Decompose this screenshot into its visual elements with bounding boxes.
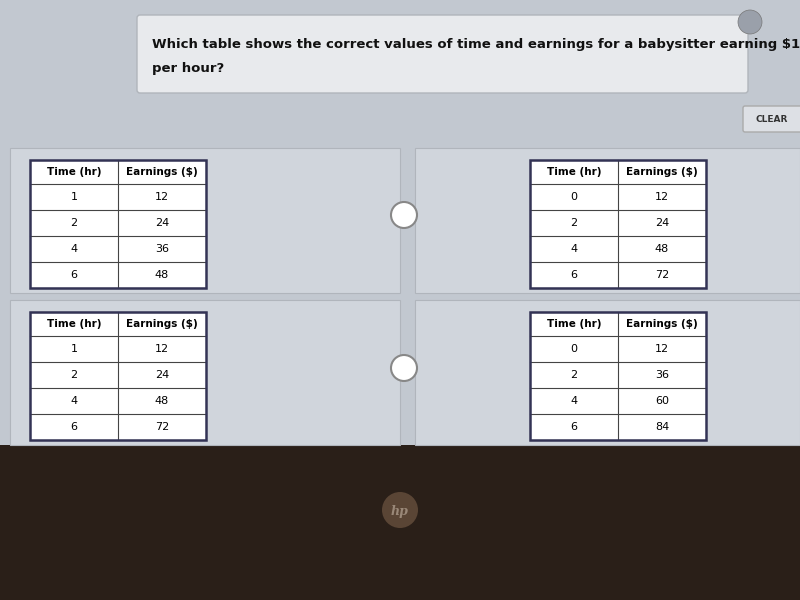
Text: Time (hr): Time (hr) <box>46 319 102 329</box>
Text: 36: 36 <box>155 244 169 254</box>
Text: 6: 6 <box>70 270 78 280</box>
Text: hp: hp <box>391 505 409 517</box>
Bar <box>30 312 206 440</box>
Bar <box>530 312 706 440</box>
Bar <box>530 312 706 440</box>
Text: 24: 24 <box>155 370 169 380</box>
Text: 6: 6 <box>70 422 78 432</box>
Text: per hour?: per hour? <box>152 62 224 75</box>
Text: 4: 4 <box>570 396 578 406</box>
Text: Earnings ($): Earnings ($) <box>626 319 698 329</box>
Bar <box>415 148 800 293</box>
Bar <box>30 160 206 288</box>
Bar <box>530 160 706 288</box>
Bar <box>530 160 706 288</box>
Text: 36: 36 <box>655 370 669 380</box>
Text: 2: 2 <box>570 218 578 228</box>
Text: 24: 24 <box>655 218 669 228</box>
Text: 4: 4 <box>70 244 78 254</box>
Bar <box>0 0 800 445</box>
Circle shape <box>391 202 417 228</box>
Bar <box>415 300 800 445</box>
Text: 12: 12 <box>655 344 669 354</box>
Text: Time (hr): Time (hr) <box>46 167 102 177</box>
Text: 4: 4 <box>570 244 578 254</box>
Text: 0: 0 <box>570 192 578 202</box>
Text: 6: 6 <box>570 422 578 432</box>
Text: Earnings ($): Earnings ($) <box>626 167 698 177</box>
Bar <box>0 445 800 600</box>
Text: 84: 84 <box>655 422 669 432</box>
Text: 12: 12 <box>155 344 169 354</box>
Text: 60: 60 <box>655 396 669 406</box>
Text: 1: 1 <box>70 344 78 354</box>
Text: Earnings ($): Earnings ($) <box>126 167 198 177</box>
Text: Time (hr): Time (hr) <box>546 167 602 177</box>
Text: Time (hr): Time (hr) <box>546 319 602 329</box>
Text: 4: 4 <box>70 396 78 406</box>
Bar <box>30 312 206 440</box>
Text: 12: 12 <box>655 192 669 202</box>
Text: 6: 6 <box>570 270 578 280</box>
Text: 72: 72 <box>155 422 169 432</box>
FancyBboxPatch shape <box>743 106 800 132</box>
Bar <box>30 160 206 288</box>
Text: 12: 12 <box>155 192 169 202</box>
Text: 2: 2 <box>570 370 578 380</box>
Bar <box>10 300 400 445</box>
Text: Which table shows the correct values of time and earnings for a babysitter earni: Which table shows the correct values of … <box>152 38 800 51</box>
Circle shape <box>738 10 762 34</box>
Text: 2: 2 <box>70 218 78 228</box>
Circle shape <box>382 492 418 528</box>
Bar <box>10 148 400 293</box>
Text: CLEAR: CLEAR <box>756 115 788 124</box>
Text: 1: 1 <box>70 192 78 202</box>
Text: Earnings ($): Earnings ($) <box>126 319 198 329</box>
Text: 2: 2 <box>70 370 78 380</box>
Circle shape <box>391 355 417 381</box>
Text: 24: 24 <box>155 218 169 228</box>
Text: 0: 0 <box>570 344 578 354</box>
Text: 48: 48 <box>155 396 169 406</box>
Text: 72: 72 <box>655 270 669 280</box>
FancyBboxPatch shape <box>137 15 748 93</box>
Text: 48: 48 <box>655 244 669 254</box>
Text: 48: 48 <box>155 270 169 280</box>
